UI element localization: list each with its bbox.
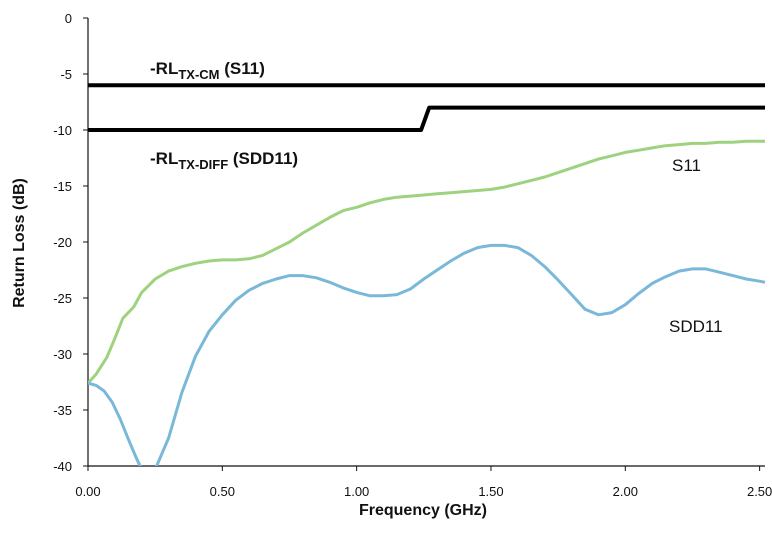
y-tick-label: -15 [53, 179, 72, 194]
x-tick-label: 1.00 [344, 484, 369, 499]
x-tick-label: 0.50 [210, 484, 235, 499]
series-label-sdd11: SDD11 [669, 317, 723, 336]
x-tick-label: 1.50 [478, 484, 503, 499]
x-axis-title: Frequency (GHz) [359, 502, 487, 519]
x-tick-label: 0.00 [75, 484, 100, 499]
y-tick-label: -40 [53, 459, 72, 474]
y-axis-title: Return Loss (dB) [11, 178, 28, 308]
x-tick-label: 2.00 [613, 484, 638, 499]
y-tick-label: -25 [53, 291, 72, 306]
series-label-s11: S11 [672, 156, 701, 175]
y-tick-label: -35 [53, 403, 72, 418]
y-tick-label: -5 [60, 67, 72, 82]
annotation-cm-limit: -RLTX-CM (S11) [150, 59, 265, 82]
series-lines [88, 83, 766, 466]
series-diff-limit-line [88, 105, 765, 132]
y-tick-label: -10 [53, 123, 72, 138]
series-sdd11-line [88, 243, 766, 466]
series-s11-line [88, 139, 765, 385]
axes: 0 -5 -10 -15 -20 -25 -30 -35 -400.00 0.50 1.00 1.50… [53, 11, 772, 499]
y-tick-label: -30 [53, 347, 72, 362]
annotation-diff-limit: -RLTX-DIFF (SDD11) [150, 149, 298, 172]
x-tick-label: 2.50 [747, 484, 772, 499]
y-tick-label: -20 [53, 235, 72, 250]
y-tick-label: 0 [65, 11, 72, 26]
